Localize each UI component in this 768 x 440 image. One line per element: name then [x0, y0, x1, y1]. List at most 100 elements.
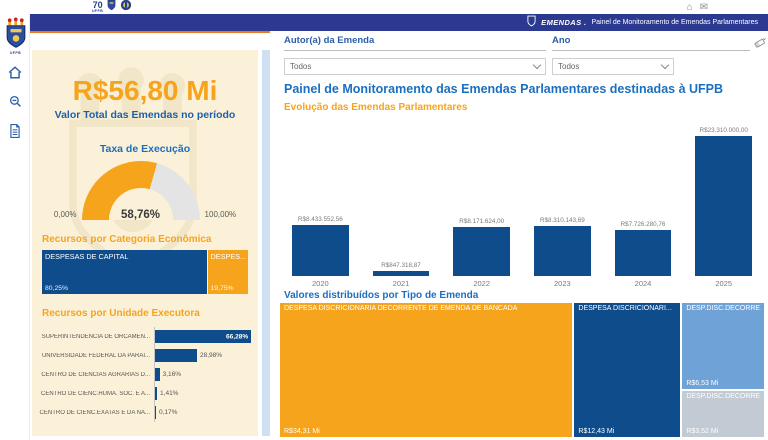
evolution-column[interactable]: R$8.171.624,00 2022: [441, 116, 522, 288]
bar-data-label: R$8.171.624,00: [459, 218, 505, 225]
treemap-block[interactable]: DESPESA DISCRICIONARI... R$12,43 Mi: [574, 303, 681, 437]
treemap-value: R$6,53 Mi: [686, 379, 719, 387]
executora-bar[interactable]: [155, 368, 160, 381]
evolution-bar[interactable]: [453, 227, 510, 276]
executora-row[interactable]: CENTRO DE CIENC.HUMA. SOC. E A... 1,41%: [36, 384, 252, 403]
bar-value-label: 1,41%: [160, 390, 179, 397]
chevron-down-icon[interactable]: [532, 60, 542, 70]
zoom-out-icon[interactable]: [9, 95, 22, 113]
bar-data-label: R$23.310.000,00: [699, 127, 748, 134]
gauge-max-label: 100,00%: [204, 210, 237, 219]
document-icon[interactable]: [9, 124, 21, 143]
treemap-plot: DESPESA DISCRICIONARIA DECORRENTE DE EME…: [280, 303, 764, 437]
executora-bar[interactable]: 66,28%: [155, 330, 252, 343]
evolution-bar[interactable]: [372, 271, 430, 276]
icon-sidebar: [0, 14, 30, 440]
executora-title: Recursos por Unidade Executora: [42, 308, 200, 319]
bar-area: 28,98%: [154, 346, 252, 365]
bar-value-label: 66,28%: [226, 333, 249, 340]
execution-gauge[interactable]: 0,00% 58,76% 100,00%: [32, 161, 258, 221]
evolution-bar[interactable]: [534, 226, 591, 276]
ufpb-crest-logo-small: [107, 0, 116, 16]
treemap-block[interactable]: DESPESA DISCRICIONARIA DECORRENTE DE EME…: [280, 303, 573, 437]
segment-label: DESPESAS DE CAPITAL: [45, 252, 129, 261]
categoria-title: Recursos por Categoria Econômica: [42, 234, 212, 245]
home-icon[interactable]: ⌂: [686, 2, 693, 13]
bar-area: 66,28%: [154, 327, 252, 346]
treemap-block[interactable]: DESP.DISC.DECORRE... R$3,52 Mi: [682, 390, 764, 437]
top-right-icons: ⌂ ✉: [687, 1, 708, 14]
gauge-value: 58,76%: [121, 209, 161, 221]
filter-year-select[interactable]: Todos: [552, 58, 674, 75]
x-axis-tick: 2024: [634, 279, 652, 288]
home-nav-icon[interactable]: [8, 66, 22, 84]
x-axis-tick: 2020: [311, 279, 329, 288]
clear-filters-icon[interactable]: [753, 36, 766, 54]
bar-data-label: R$8.310.143,69: [539, 217, 585, 224]
chevron-down-icon[interactable]: [660, 60, 670, 70]
bar-data-label: R$7.726.280,76: [620, 221, 666, 228]
treemap-label: DESPESA DISCRICIONARI...: [578, 305, 672, 312]
treemap-label: DESP.DISC.DECORRE...: [686, 305, 761, 312]
ufpb-logo: UFPB: [3, 17, 28, 63]
summary-panel: R$56,80 Mi Valor Total das Emendas no pe…: [32, 50, 258, 436]
treemap-label: DESP.DISC.DECORRE...: [686, 392, 761, 400]
segment-percent-label: 19,75%: [210, 285, 234, 292]
gauge-min-label: 0,00%: [53, 210, 77, 219]
evolution-column[interactable]: R$8.310.143,69 2023: [522, 116, 603, 288]
filter-author-value: Todos: [290, 62, 312, 71]
evolution-bar[interactable]: [292, 225, 349, 276]
bar-value-label: 3,16%: [162, 371, 182, 378]
category-label: CENTRO DE CIENC.EXATAS E DA NA...: [39, 409, 150, 416]
evolution-bar[interactable]: [695, 136, 752, 276]
bar-data-label: R$8.433.552,56: [297, 216, 343, 223]
divider-band: [262, 50, 270, 436]
segment-label: DESPES...: [210, 252, 246, 261]
executora-row[interactable]: SUPERINTENDENCIA DE ORCAMEN... 66,28%: [36, 327, 252, 346]
app-tagline: Painel de Monitoramento de Emendas Parla…: [591, 19, 758, 26]
sidebar-icons: [0, 66, 30, 143]
treemap-value: R$3,52 Mi: [686, 428, 719, 435]
executora-row[interactable]: CENTRO DE CIENC.EXATAS E DA NA... 0,17%: [36, 403, 252, 422]
treemap-block[interactable]: DESP.DISC.DECORRE... R$6,53 Mi: [682, 303, 764, 389]
filter-author: Autor(a) da Emenda Todos: [284, 35, 546, 75]
app-brand: EMENDAS .: [541, 18, 587, 27]
filter-year-value: Todos: [558, 62, 580, 71]
evolution-column[interactable]: R$7.726.280,76 2024: [603, 116, 684, 288]
evolution-column[interactable]: R$8.433.552,56 2020: [280, 116, 361, 288]
x-axis-tick: 2023: [554, 279, 571, 288]
top-strip: 70 UFPB ⌂ ✉: [0, 0, 768, 14]
categoria-bar: DESPESAS DE CAPITAL 80,25% DESPES... 19,75%: [42, 250, 248, 294]
filter-author-label: Autor(a) da Emenda: [284, 35, 546, 51]
ufpb-logo-text: UFPB: [9, 51, 22, 55]
executora-row[interactable]: UNIVERSIDADE FEDERAL DA PARAI... 28,98%: [36, 346, 252, 365]
categoria-segment[interactable]: DESPES... 19,75%: [207, 250, 248, 294]
categoria-segment[interactable]: DESPESAS DE CAPITAL 80,25%: [42, 250, 207, 294]
main-content: Autor(a) da Emenda Todos Ano Todos Paine…: [270, 31, 768, 440]
evolution-column[interactable]: R$847.318,87 2021: [361, 116, 442, 288]
x-axis-tick: 2022: [473, 279, 491, 288]
bar-value-label: 0,17%: [159, 409, 178, 416]
segment-percent-label: 80,25%: [45, 285, 69, 292]
executora-bar[interactable]: [155, 387, 158, 400]
round-badge-logo: [120, 0, 132, 16]
filter-author-select[interactable]: Todos: [284, 58, 546, 75]
kpi-total-value: R$56,80 Mi: [72, 75, 218, 106]
filter-year: Ano Todos: [552, 35, 750, 75]
header-logos: 70 UFPB: [92, 0, 132, 14]
x-axis-tick: 2025: [715, 279, 733, 288]
mail-icon[interactable]: ✉: [699, 2, 708, 13]
bar-area: 0,17%: [154, 403, 252, 422]
treemap-value: R$12,43 Mi: [578, 428, 615, 435]
kpi-caption: Valor Total das Emendas no período: [54, 109, 236, 121]
treemap-value: R$34,31 Mi: [284, 428, 320, 435]
category-label: CENTRO DE CIENC.HUMA. SOC. E A...: [40, 390, 150, 397]
evolution-title: Evolução das Emendas Parlamentares: [284, 102, 468, 113]
evolution-plot: R$8.433.552,56 2020 R$847.318,87 2021 R$8.17…: [280, 116, 764, 288]
executora-bar[interactable]: [155, 406, 156, 419]
evolution-bar[interactable]: [614, 230, 672, 276]
evolution-column[interactable]: R$23.310.000,00 2025: [683, 116, 764, 288]
executora-bar[interactable]: [155, 349, 198, 362]
executora-row[interactable]: CENTRO DE CIENCIAS AGRARIAS D... 3,16%: [36, 365, 252, 384]
